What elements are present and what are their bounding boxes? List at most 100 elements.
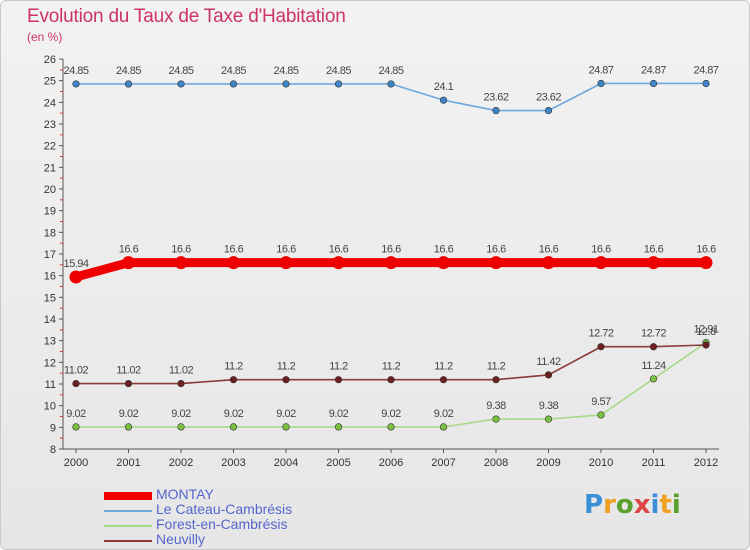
data-label: 16.6 <box>329 244 349 256</box>
data-label: 24.85 <box>221 65 246 77</box>
y-tick-label: 21 <box>44 162 56 174</box>
data-point <box>72 379 80 388</box>
data-label: 11.2 <box>224 361 243 373</box>
data-label: 16.6 <box>434 244 454 256</box>
chart-unit: (en %) <box>27 30 63 44</box>
data-label: 11.42 <box>536 356 561 368</box>
series-line <box>75 82 707 112</box>
data-label: 24.85 <box>168 65 193 77</box>
data-point <box>492 106 500 115</box>
y-tick-label: 23 <box>44 119 56 131</box>
legend-label: Forest-en-Cambrésis <box>156 516 288 532</box>
x-tick-label: 2008 <box>484 457 508 469</box>
series-forest-en-cambr-sis: 9.02 9.02 9.02 9.02 9.02 9.02 9.02 9.02 9.38 9.38… <box>66 324 719 431</box>
series-layer: 24.85 24.85 24.85 24.85 24.85 24.85 24.85 24.1 2… <box>63 64 719 431</box>
data-label: 12.72 <box>641 328 666 340</box>
data-point <box>387 423 395 431</box>
y-tick-label: 15 <box>44 292 56 304</box>
x-tick-label: 2001 <box>116 457 140 469</box>
x-tick-label: 2004 <box>274 457 298 469</box>
data-label: 9.02 <box>171 408 191 420</box>
data-point <box>597 343 605 351</box>
data-label: 11.02 <box>64 365 89 377</box>
series-le-cateau-cambr-sis: 24.85 24.85 24.85 24.85 24.85 24.85 24.85 24.1 2… <box>63 64 719 115</box>
data-point <box>702 341 710 349</box>
x-tick-label: 2000 <box>64 457 88 469</box>
data-label: 24.85 <box>116 65 141 77</box>
legend-swatch <box>104 540 152 542</box>
y-tick-label: 8 <box>50 444 56 456</box>
data-label: 16.6 <box>119 244 139 256</box>
data-label: 9.02 <box>329 408 349 420</box>
data-label: 16.6 <box>644 244 664 256</box>
data-label: 16.6 <box>486 244 506 256</box>
x-tick-label: 2005 <box>326 457 350 469</box>
y-tick-label: 10 <box>44 401 56 413</box>
data-point <box>229 376 238 384</box>
data-point <box>649 343 658 351</box>
y-tick-label: 11 <box>45 379 56 391</box>
data-label: 23.62 <box>536 92 561 104</box>
data-label: 24.87 <box>641 64 666 76</box>
data-label: 12.8 <box>696 326 716 338</box>
data-label: 9.38 <box>486 400 506 412</box>
data-label: 11.2 <box>329 361 348 373</box>
data-point <box>649 375 658 383</box>
proxiti-logo: Proxiti <box>584 490 681 520</box>
data-point <box>439 376 448 384</box>
data-point <box>439 423 448 431</box>
data-point <box>282 376 290 384</box>
data-label: 24.87 <box>693 64 718 76</box>
data-point <box>387 80 395 88</box>
data-point <box>439 96 448 104</box>
data-point <box>594 256 608 270</box>
data-label: 9.02 <box>276 408 296 420</box>
data-label: 24.85 <box>378 65 403 77</box>
data-point <box>647 256 660 270</box>
data-label: 24.85 <box>63 65 88 77</box>
y-tick-label: 22 <box>44 141 56 153</box>
data-label: 11.02 <box>169 365 194 377</box>
series-montay: 15.94 16.6 16.6 16.6 16.6 16.6 16.6 16.6 16.6 16.… <box>63 244 717 284</box>
x-tick-label: 2012 <box>694 457 718 469</box>
data-point <box>227 256 240 270</box>
data-point <box>72 423 80 431</box>
x-tick-label: 2007 <box>431 457 455 469</box>
data-point <box>597 79 605 88</box>
data-label: 23.62 <box>483 92 508 104</box>
y-tick-label: 9 <box>50 422 56 434</box>
axes: 8 9 10 11 12 13 14 15 16 17 18 19 20 21 22 23 24 25 26 2000… <box>44 54 719 469</box>
x-tick-label: 2011 <box>642 457 666 469</box>
x-tick-label: 2006 <box>379 457 403 469</box>
data-label: 16.6 <box>381 244 401 256</box>
data-label: 24.85 <box>273 65 298 77</box>
y-tick-label: 13 <box>44 336 56 348</box>
data-label: 16.6 <box>696 244 716 256</box>
data-point <box>492 415 500 423</box>
data-label: 16.6 <box>539 244 559 256</box>
data-label: 11.24 <box>641 360 666 372</box>
y-tick-label: 12 <box>44 357 56 369</box>
legend-label: Le Cateau-Cambrésis <box>156 501 293 517</box>
data-point <box>124 423 133 431</box>
data-point <box>282 80 290 88</box>
data-label: 9.02 <box>381 408 401 420</box>
y-tick-label: 20 <box>44 184 56 196</box>
x-tick-label: 2003 <box>221 457 245 469</box>
data-point <box>544 415 553 423</box>
y-tick-label: 26 <box>44 54 56 66</box>
data-point <box>177 423 185 431</box>
y-tick-label: 25 <box>44 76 56 88</box>
data-label: 9.57 <box>591 396 611 408</box>
legend-swatch <box>104 492 152 500</box>
data-label: 9.02 <box>66 408 86 420</box>
data-label: 24.1 <box>434 81 454 93</box>
data-label: 9.38 <box>539 400 559 412</box>
y-tick-label: 17 <box>44 249 56 261</box>
y-tick-label: 16 <box>44 271 56 283</box>
data-label: 11.2 <box>277 361 296 373</box>
data-point <box>384 256 398 270</box>
data-point <box>124 379 133 388</box>
